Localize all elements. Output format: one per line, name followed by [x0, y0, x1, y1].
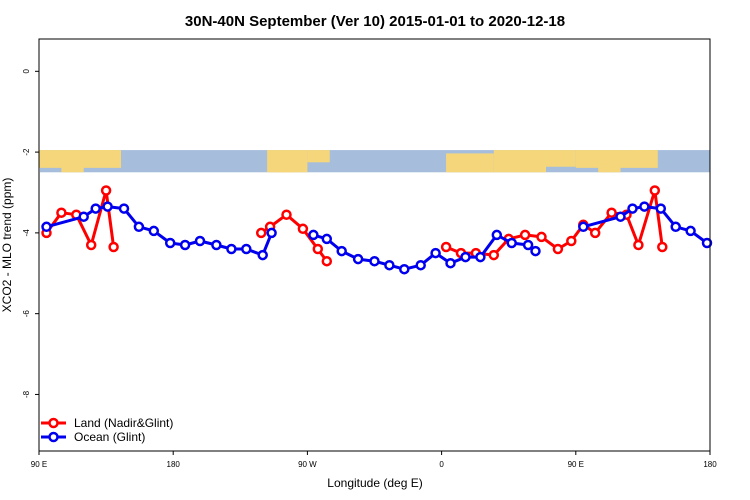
series-1-point-1-3 [352, 253, 364, 265]
series-1-line-1 [312, 233, 537, 271]
map-land-11 [632, 150, 651, 161]
series-0-point-1-4 [312, 243, 324, 255]
series-0-point-1-5 [321, 255, 333, 267]
series-1-point-0-2 [90, 203, 101, 214]
series-1-point-1-9 [445, 257, 456, 269]
series-0-point-2-14 [649, 185, 661, 196]
series-0-point-2-3 [488, 249, 500, 261]
series-1-point-2-0 [578, 221, 589, 233]
legend-ocean-label: Ocean (Glint) [74, 430, 145, 444]
series-1-point-1-13 [506, 237, 517, 249]
series-1-point-0-6 [148, 225, 160, 237]
x-tick-label-4: 90 E [568, 460, 584, 469]
series-0-point-2-13 [633, 239, 644, 251]
series-1-point-0-5 [133, 221, 145, 233]
series-1-point-2-5 [670, 221, 681, 233]
world-map-strip [39, 150, 710, 173]
series-1-point-1-14 [522, 239, 534, 251]
series-1-point-0-11 [226, 243, 237, 255]
series-0-line-2 [445, 189, 664, 257]
x-tick-label-3: 0 [439, 460, 444, 469]
series-1-point-1-15 [530, 245, 541, 257]
y-tick-label-4: -8 [22, 390, 31, 398]
x-tick-label-1: 180 [167, 460, 181, 469]
series-1-point-1-4 [369, 255, 380, 267]
series-1-point-0-4 [118, 203, 130, 214]
series-0-point-2-0 [440, 241, 452, 253]
chart-title: 30N-40N September (Ver 10) 2015-01-01 to… [185, 13, 565, 30]
series-1-point-0-7 [164, 237, 176, 249]
map-land-5 [277, 163, 296, 173]
series-0-point-1-2 [281, 209, 292, 220]
map-land-10 [598, 154, 621, 173]
y-axis-label: XCO2 - MLO trend (ppm) [0, 178, 14, 313]
series-1-point-1-6 [399, 263, 410, 275]
x-axis: 90 E 180 90 W 0 90 E 180 [31, 451, 717, 469]
x-axis-label: Longitude (deg E) [327, 476, 422, 490]
legend-ocean-marker [48, 431, 59, 443]
series-0-point-0-3 [85, 239, 97, 251]
series-0-point-2-8 [566, 235, 577, 247]
plot-frame [38, 38, 711, 452]
series-0-point-0-1 [56, 207, 67, 218]
series-1-point-1-1 [321, 233, 333, 245]
x-tick-label-0: 90 E [31, 460, 47, 469]
y-tick-label-1: -2 [22, 148, 31, 156]
map-land-8 [545, 150, 576, 167]
series-1-point-1-7 [415, 259, 426, 271]
map-land-2 [95, 150, 114, 161]
series-0-point-2-11 [606, 207, 617, 218]
y-axis: 0 -2 -4 -6 -8 [22, 69, 39, 398]
series-1-point-0-8 [179, 239, 191, 251]
series-0-point-2-15 [657, 241, 668, 253]
y-tick-label-3: -6 [22, 310, 31, 318]
series-1-point-0-13 [257, 249, 268, 261]
series-1-point-1-12 [491, 229, 503, 241]
series-1-point-2-3 [639, 201, 650, 212]
legend-land-marker [48, 417, 59, 429]
y-tick-label-2: -4 [22, 229, 31, 237]
series-1-point-1-2 [336, 245, 347, 257]
series-0-point-2-7 [552, 243, 564, 255]
x-tick-label-2: 90 W [298, 460, 317, 469]
series-1-point-2-2 [627, 203, 638, 214]
series-1-point-2-7 [701, 237, 713, 249]
series-1-point-0-1 [78, 211, 89, 222]
series-0-point-0-4 [100, 185, 112, 196]
series-1-point-1-8 [430, 247, 441, 259]
series-1-point-0-0 [41, 221, 52, 233]
series-0-point-1-3 [297, 223, 309, 235]
map-land-3 [267, 150, 308, 173]
y-tick-label-0: 0 [22, 69, 31, 74]
series-1-point-0-14 [266, 227, 277, 239]
map-land-4 [307, 150, 330, 163]
series-1-point-1-10 [460, 251, 471, 263]
series-1-point-0-12 [241, 243, 252, 255]
series-1 [41, 201, 713, 275]
series-1-point-0-9 [194, 235, 206, 247]
series-1-point-0-3 [102, 201, 113, 212]
series-1-point-0-10 [211, 239, 222, 251]
map-land-1 [61, 154, 84, 173]
x-tick-label-5: 180 [703, 460, 717, 469]
series-1-point-2-6 [685, 225, 696, 237]
series-0-point-0-5 [108, 241, 119, 253]
series-1-point-1-11 [475, 251, 486, 263]
series-0-point-2-5 [519, 229, 531, 241]
map-land-7 [493, 150, 546, 173]
series-layer [41, 185, 713, 275]
series-1-point-2-4 [655, 203, 667, 214]
legend-land-label: Land (Nadir&Glint) [74, 416, 173, 430]
series-0-point-1-0 [255, 227, 267, 239]
series-1-point-2-1 [615, 211, 626, 222]
map-land-6 [446, 153, 494, 173]
series-1-point-1-0 [308, 229, 319, 241]
series-0-point-2-6 [536, 231, 547, 243]
series-1-point-1-5 [384, 259, 395, 271]
series-0-point-2-10 [589, 227, 601, 239]
legend: Land (Nadir&Glint) Ocean (Glint) [41, 416, 173, 444]
